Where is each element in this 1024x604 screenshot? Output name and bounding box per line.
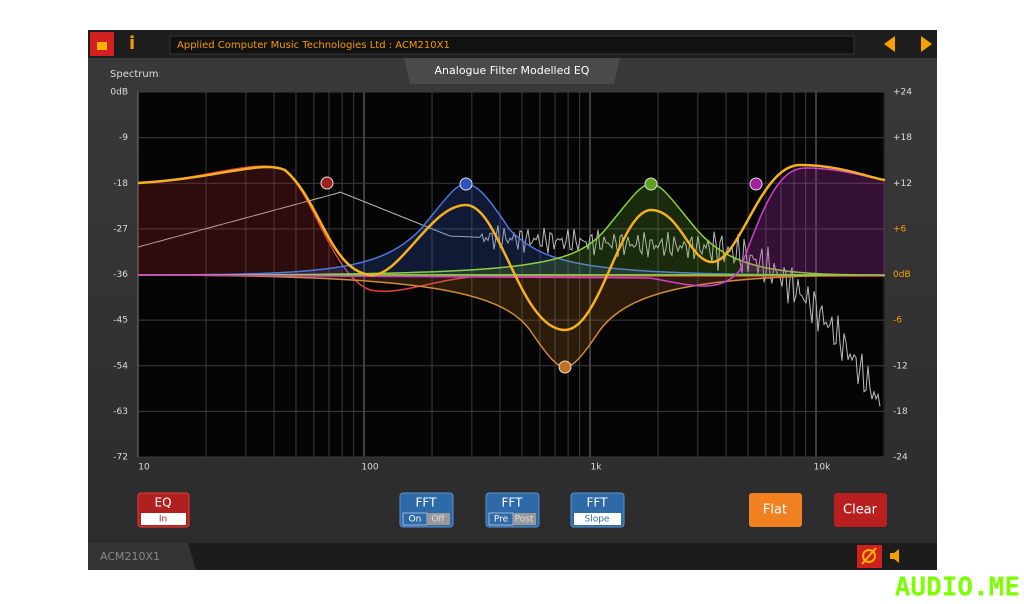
button-fft-prepost[interactable]: FFT Pre Post [485, 492, 540, 528]
left-axis-label: -45 [113, 316, 128, 326]
vendor-display [169, 35, 855, 55]
left-axis-label: -18 [113, 179, 128, 189]
button-fft-slope[interactable]: FFT Slope [570, 492, 625, 528]
left-axis-label: -72 [113, 453, 128, 463]
right-axis-label: -12 [893, 361, 908, 371]
button-label: FFT [416, 496, 438, 510]
phase-icon [862, 549, 876, 563]
band4-node[interactable] [644, 177, 658, 191]
title-tab [404, 58, 620, 84]
button-flat[interactable]: Flat [749, 493, 802, 527]
button-label: EQ [154, 496, 171, 510]
left-axis-label: -9 [119, 133, 128, 143]
right-axis-label: +6 [893, 224, 907, 234]
left-axis-label: -27 [113, 224, 128, 234]
band1-fill [138, 166, 345, 275]
option-label: On [409, 515, 422, 525]
option-bg [513, 513, 536, 525]
axis-labels: 0dB -9 -18 -27 -36 -45 -54 -63 -72 +24 +18 +12 +6 0dB… [110, 88, 912, 473]
band4-curve [137, 183, 886, 276]
option-label: Off [431, 515, 445, 525]
option-label: Pre [494, 515, 509, 525]
button-label: Flat [763, 503, 787, 518]
freq-axis-label: 10 [138, 463, 150, 473]
button-state: In [159, 515, 167, 525]
footer-tab [88, 543, 196, 570]
button-bg [834, 493, 887, 527]
combined-curve [137, 163, 886, 332]
button-eq[interactable]: EQ In [137, 492, 190, 528]
right-axis-label: 0dB [893, 270, 911, 280]
phase-icon [861, 547, 877, 565]
speaker-icon[interactable] [890, 549, 899, 563]
right-axis-label: +24 [893, 88, 912, 98]
button-state: Slope [585, 515, 610, 525]
right-axis-label: +12 [893, 179, 912, 189]
button-fft-onoff[interactable]: FFT On Off [399, 492, 454, 528]
footer-model: ACM210X1 [100, 550, 160, 563]
button-label: FFT [587, 496, 609, 510]
spectrum-label: Spectrum [110, 69, 158, 80]
left-axis-label: -36 [113, 270, 128, 280]
left-axis-label: -54 [113, 361, 128, 371]
option-label: Post [515, 515, 534, 525]
band3-node[interactable] [558, 360, 572, 374]
option-bg [427, 513, 450, 525]
freq-axis-label: 1k [591, 463, 603, 473]
left-axis-label: 0dB [110, 88, 128, 98]
spectrum-line [137, 191, 881, 407]
info-icon[interactable]: i [129, 33, 135, 54]
band5-curve [137, 167, 886, 287]
prev-preset[interactable] [884, 36, 895, 52]
vendor-text: Applied Computer Music Technologies Ltd … [177, 40, 450, 51]
lock-icon [97, 42, 107, 50]
freq-axis-label: 10k [814, 463, 831, 473]
band2-node[interactable] [459, 177, 473, 191]
button-bg [749, 493, 802, 527]
button-state-bg [574, 513, 621, 525]
right-axis-label: -6 [893, 316, 902, 326]
left-axis-label: -63 [113, 407, 128, 417]
band1-node[interactable] [320, 176, 334, 190]
watermark: AUDIO.ME [895, 573, 1020, 601]
band5-node[interactable] [749, 177, 763, 191]
right-axis-label: -18 [893, 407, 908, 417]
panel-title: Analogue Filter Modelled EQ [435, 64, 590, 77]
footer-bar [88, 543, 937, 570]
button-label: Clear [843, 503, 878, 518]
band5-fill [740, 168, 885, 275]
right-axis-label: -24 [893, 453, 908, 463]
next-preset[interactable] [921, 36, 932, 52]
button-state-bg [141, 513, 186, 525]
button-label: FFT [502, 496, 524, 510]
freq-axis-label: 100 [361, 463, 378, 473]
button-clear[interactable]: Clear [834, 493, 887, 527]
right-axis-label: +18 [893, 133, 912, 143]
